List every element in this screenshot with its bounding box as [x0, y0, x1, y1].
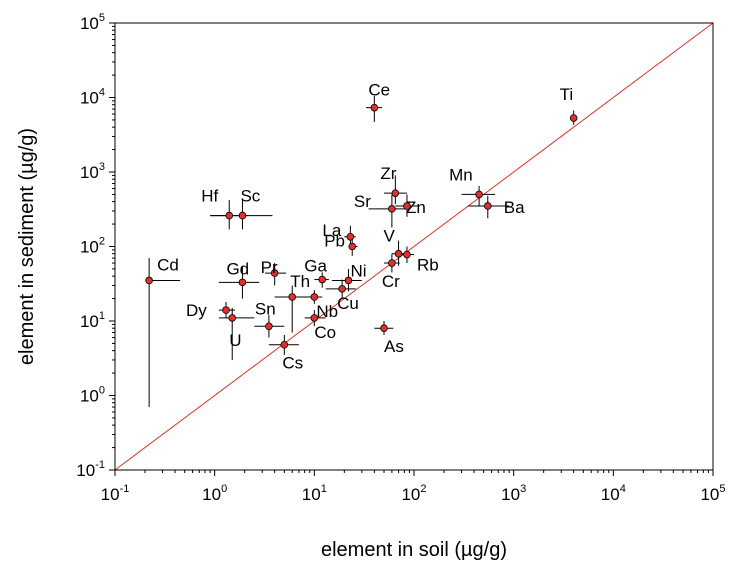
point-label: Zn — [406, 198, 426, 217]
point-label: Pr — [261, 258, 278, 277]
data-point-pb — [348, 242, 357, 251]
data-point-cs — [280, 340, 289, 349]
x-axis-title: element in soil (µg/g) — [321, 539, 507, 561]
data-point-hf — [225, 211, 234, 220]
data-point-gd — [238, 278, 247, 287]
x-tick-label: 102 — [401, 483, 426, 504]
data-point-th — [288, 293, 297, 301]
data-point-ba — [483, 202, 492, 210]
data-point-co — [310, 314, 319, 322]
point-label: Dy — [186, 301, 207, 320]
point-label: Cd — [157, 255, 179, 274]
point-label: Cs — [282, 354, 303, 373]
data-point-la — [346, 232, 355, 241]
x-tick-label: 103 — [501, 483, 526, 504]
point-label: As — [384, 337, 404, 356]
point-label: Sn — [255, 299, 276, 318]
data-point-nb — [310, 293, 319, 301]
point-label: Ti — [560, 85, 574, 104]
x-tick-label: 101 — [302, 483, 327, 504]
data-point-mn — [475, 190, 483, 199]
data-point-zn — [403, 202, 411, 210]
y-tick-label: 104 — [80, 87, 105, 108]
point-label: Ce — [368, 81, 390, 100]
point-label: La — [322, 221, 341, 240]
point-label: Zr — [380, 164, 396, 183]
x-tick-label: 105 — [700, 483, 725, 504]
y-axis-title: element in sediment (µg/g) — [16, 128, 38, 365]
point-label: Ba — [504, 198, 525, 217]
point-label: Rb — [417, 256, 439, 275]
y-tick-label: 103 — [80, 161, 105, 182]
data-point-dy — [222, 306, 230, 314]
point-label: Cu — [337, 294, 359, 313]
data-point-ti — [569, 114, 578, 122]
data-point-cr — [388, 259, 396, 267]
data-point-sn — [265, 322, 273, 331]
point-label: Ga — [304, 257, 327, 276]
point-label: Co — [314, 323, 336, 342]
x-tick-label: 10-1 — [101, 483, 130, 504]
point-label: Cr — [382, 272, 400, 291]
data-point-ni — [344, 276, 353, 285]
data-point-ga — [318, 275, 327, 284]
point-label: U — [229, 331, 241, 350]
y-tick-label: 100 — [80, 385, 105, 406]
one-to-one-line — [114, 22, 714, 471]
y-tick-label: 105 — [80, 12, 105, 33]
point-label: Pb — [324, 232, 345, 251]
point-label: Gd — [226, 259, 249, 278]
data-point-u — [228, 314, 237, 322]
point-label: Mn — [449, 165, 473, 184]
point-label: Sr — [354, 192, 371, 211]
point-label: Sc — [240, 187, 260, 206]
data-point-v — [394, 249, 403, 258]
data-point-zr — [391, 189, 400, 197]
data-point-cu — [338, 285, 346, 293]
data-point-rb — [403, 250, 411, 259]
data-point-pr — [270, 269, 279, 277]
point-label: Th — [290, 272, 310, 291]
point-label: Ni — [350, 261, 366, 280]
x-tick-label: 104 — [601, 483, 626, 504]
point-label: Nb — [316, 302, 338, 321]
point-label: V — [384, 227, 396, 246]
y-tick-label: 102 — [80, 236, 105, 257]
data-point-cd — [145, 276, 153, 285]
point-label: Hf — [201, 187, 218, 206]
y-tick-label: 10-1 — [76, 459, 105, 480]
data-point-sr — [388, 205, 396, 213]
y-tick-label: 101 — [80, 310, 105, 331]
x-tick-label: 100 — [202, 483, 227, 504]
data-point-as — [380, 324, 388, 333]
data-point-ce — [370, 103, 379, 112]
data-point-sc — [238, 211, 247, 220]
